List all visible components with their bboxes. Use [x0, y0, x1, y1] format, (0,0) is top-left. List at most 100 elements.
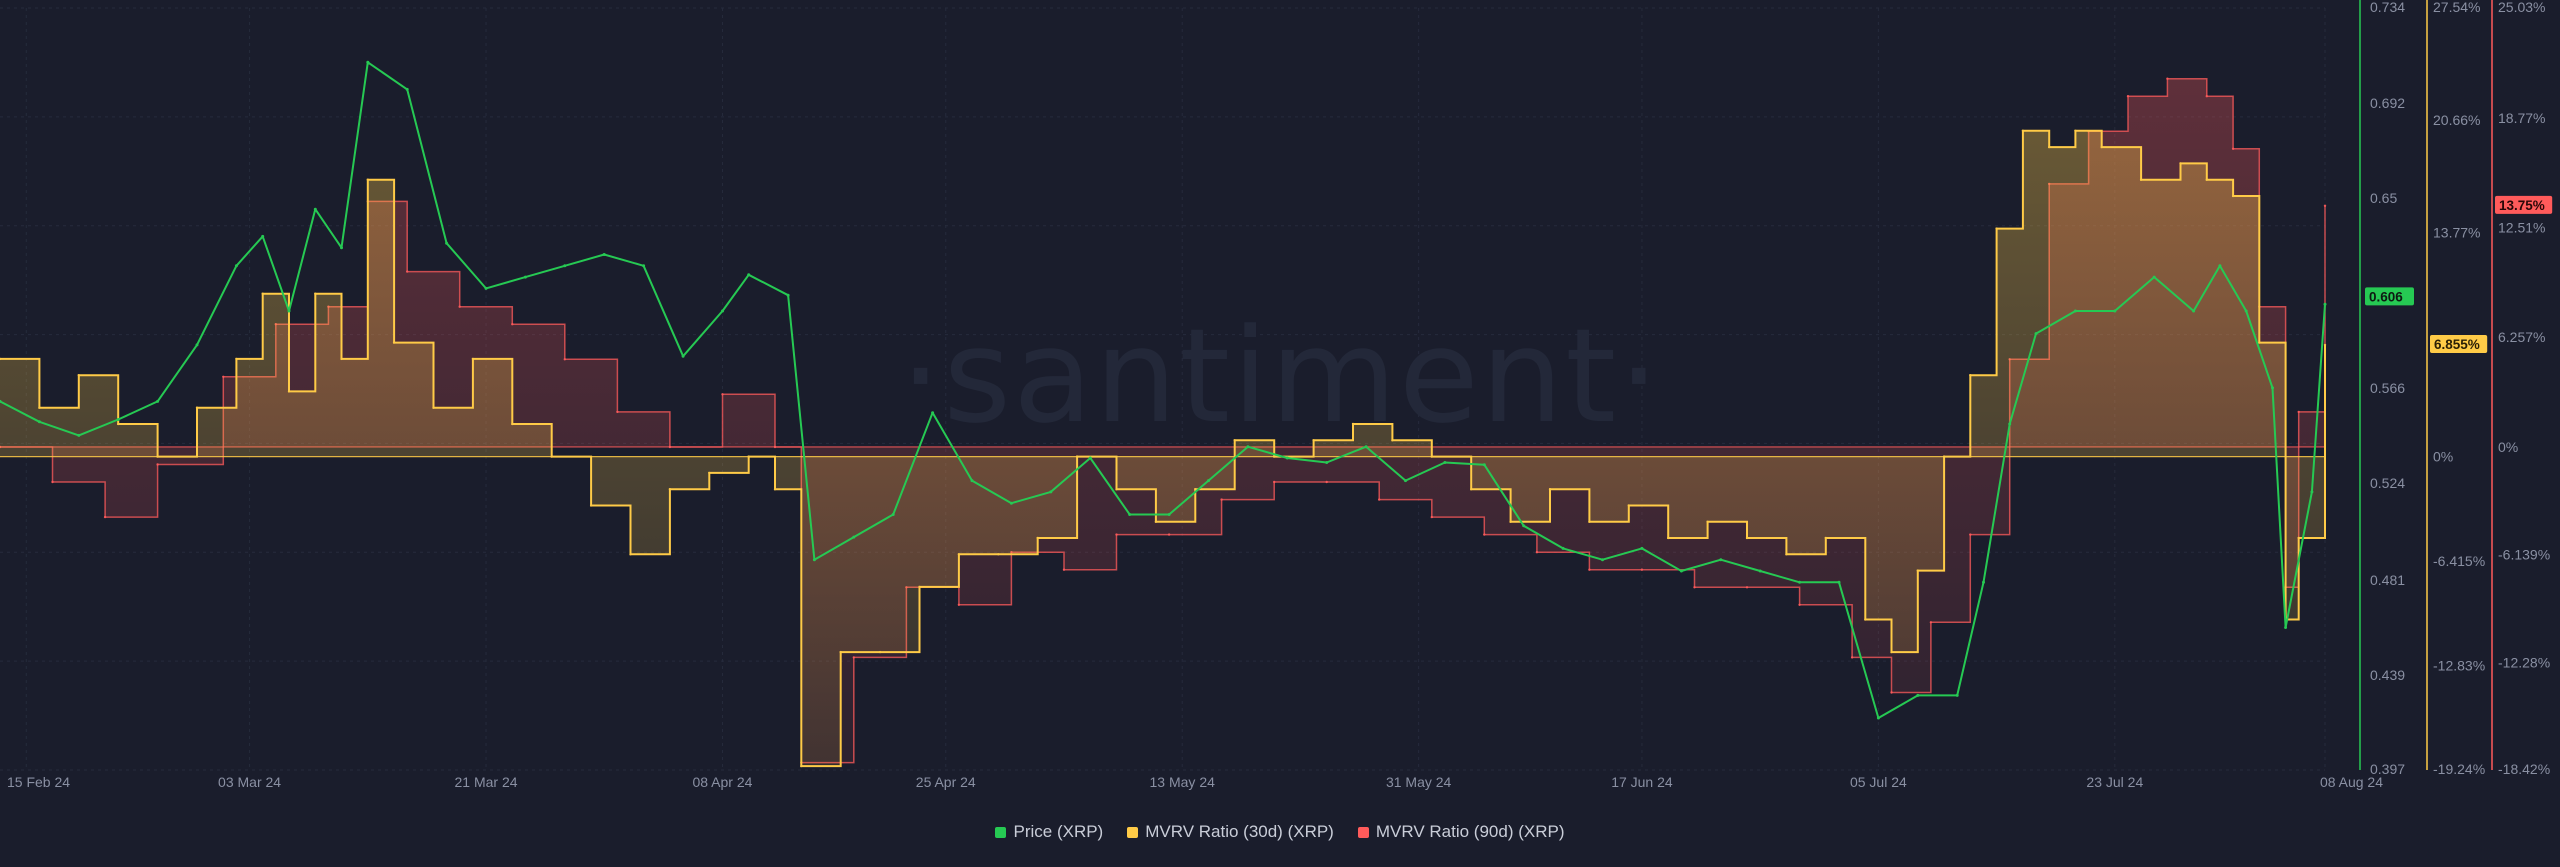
price-point — [156, 399, 160, 403]
mvrv30-point — [2139, 178, 2143, 181]
price-point — [1364, 445, 1368, 449]
mvrv30-point — [261, 292, 264, 295]
price-point — [1640, 546, 1644, 550]
x-tick-label: 08 Apr 24 — [692, 774, 752, 790]
mvrv90-point — [156, 463, 159, 466]
mvrv30-point — [957, 553, 961, 556]
price-point — [681, 354, 685, 358]
price-point — [484, 286, 488, 290]
mvrv90-point — [1640, 568, 1644, 571]
mvrv90-tick-label: -12.28% — [2498, 654, 2550, 670]
mvrv90-point — [103, 515, 107, 519]
mvrv30-point — [38, 406, 41, 409]
mvrv30-point — [1154, 520, 1158, 523]
x-tick-label: 03 Mar 24 — [218, 774, 281, 790]
price-point — [116, 418, 120, 421]
price-point — [1679, 569, 1683, 573]
price-point — [747, 273, 751, 277]
x-tick-label: 08 Aug 24 — [2320, 774, 2383, 790]
legend: Price (XRP) MVRV Ratio (30d) (XRP) MVRV … — [0, 822, 2560, 842]
mvrv90-point — [2231, 147, 2235, 150]
mvrv30-point — [773, 488, 777, 491]
mvrv90-point — [1430, 515, 1434, 519]
legend-item-mvrv30[interactable]: MVRV Ratio (30d) (XRP) — [1127, 822, 1334, 842]
mvrv30-point — [1391, 439, 1394, 442]
mvrv30-point — [287, 390, 291, 393]
mvrv90-point — [2297, 410, 2300, 414]
price-point — [1719, 558, 1723, 562]
mvrv90-point — [1273, 480, 1276, 484]
mvrv30-point — [1864, 618, 1867, 621]
mvrv90-point — [616, 410, 619, 414]
mvrv30-point — [2297, 536, 2300, 540]
price-point — [1128, 513, 1132, 516]
legend-swatch-price — [995, 826, 1007, 838]
mvrv30-point — [195, 406, 199, 409]
legend-item-mvrv90[interactable]: MVRV Ratio (90d) (XRP) — [1357, 822, 1565, 842]
mvrv90-point — [222, 375, 225, 378]
mvrv30-point — [668, 488, 672, 491]
price-tick-label: 0.734 — [2370, 0, 2405, 15]
mvrv30-point — [2323, 343, 2327, 347]
mvrv90-tick-label: -6.139% — [2498, 547, 2550, 563]
mvrv90-point — [1535, 551, 1539, 554]
mvrv30-point — [314, 292, 317, 295]
price-point — [852, 535, 856, 539]
x-tick-label: 13 May 24 — [1150, 774, 1216, 790]
price-line[interactable] — [0, 61, 2326, 719]
legend-item-price[interactable]: Price (XRP) — [995, 822, 1103, 842]
mvrv30-point — [1890, 650, 1893, 654]
mvrv30-point — [392, 341, 396, 344]
mvrv30-point — [1916, 569, 1920, 572]
price-point — [642, 264, 646, 268]
price-point — [2244, 309, 2248, 313]
price-point — [721, 309, 724, 313]
price-point — [37, 420, 41, 424]
price-point — [1561, 546, 1565, 550]
price-tick-label: 0.566 — [2370, 380, 2405, 396]
price-point — [1798, 580, 1802, 584]
mvrv30-point — [511, 422, 514, 426]
mvrv90-point — [406, 270, 409, 273]
price-point — [1207, 479, 1210, 483]
price-point — [287, 309, 291, 313]
mvrv30-point — [235, 357, 238, 361]
price-point — [2192, 309, 2196, 313]
mvrv30-point — [1588, 520, 1591, 523]
mvrv30-point — [1706, 520, 1709, 523]
mvrv30-point — [747, 455, 750, 458]
price-point — [1443, 461, 1447, 464]
price-point — [1088, 456, 1092, 460]
price-point — [340, 246, 343, 250]
mvrv30-point — [1824, 536, 1828, 540]
price-point — [1837, 580, 1841, 584]
price-point — [970, 479, 974, 483]
mvrv30-point — [708, 471, 711, 475]
mvrv30-point — [1430, 455, 1434, 458]
mvrv90-current-badge-bg — [2495, 195, 2553, 214]
mvrv30-point — [1667, 536, 1670, 540]
price-point — [2073, 309, 2077, 313]
mvrv30-point — [340, 357, 343, 361]
mvrv90-point — [458, 305, 461, 308]
mvrv90-point — [1220, 498, 1223, 501]
price-tick-label: 0.481 — [2370, 572, 2405, 588]
legend-swatch-mvrv90 — [1357, 826, 1369, 838]
price-point — [2152, 275, 2156, 279]
price-point — [786, 293, 790, 297]
mvrv30-point — [2100, 145, 2103, 149]
mvrv30-point — [1312, 439, 1315, 442]
mvrv30-point — [2205, 178, 2208, 181]
price-point — [2271, 386, 2274, 390]
mvrv30-point — [2074, 129, 2077, 132]
mvrv30-point — [550, 455, 553, 458]
price-tick-label: 0.397 — [2370, 761, 2405, 777]
mvrv90-point — [1167, 533, 1171, 536]
price-point — [1955, 693, 1959, 697]
mvrv90-point — [1483, 533, 1486, 536]
legend-label-price: Price (XRP) — [1013, 822, 1104, 841]
mvrv90-point — [957, 603, 961, 606]
x-tick-label: 05 Jul 24 — [1850, 774, 1907, 790]
price-point — [931, 411, 935, 415]
price-point — [2323, 302, 2327, 306]
